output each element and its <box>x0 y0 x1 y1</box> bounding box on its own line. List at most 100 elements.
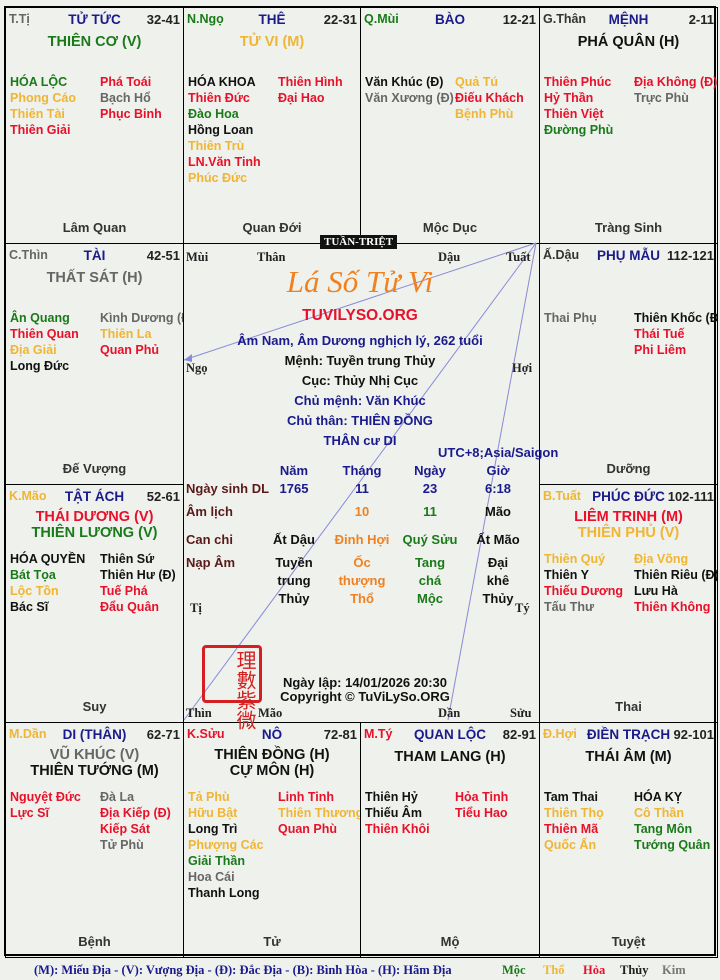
table-header: Giờ <box>486 463 510 478</box>
seal-stamp: 理數紫微 <box>202 645 262 730</box>
main-star: LIÊM TRINH (M) <box>574 509 683 525</box>
palace-cell[interactable]: TÀI C.Thìn 42-51 THẤT SÁT (H) Ân Quang Thiê… <box>5 243 184 485</box>
main-star: THIÊN TƯỚNG (M) <box>30 763 159 779</box>
palace-stage: Quan Đới <box>242 220 302 235</box>
minor-star: Thiên Hỷ <box>365 790 418 804</box>
minor-star: Thiên La <box>100 327 152 341</box>
palace-cell[interactable]: BÀO Q.Mùi 12-21 Văn Khúc (Đ) Văn Xương (Đ)… <box>360 7 540 244</box>
minor-star: Tam Thai <box>544 790 598 804</box>
table-cell: 11 <box>423 504 437 519</box>
minor-stars-right: Thiên Sứ Thiên Hư (Đ) Tuế Phá Đẩu Quân <box>100 551 176 615</box>
minor-star: Cô Thần <box>634 806 684 820</box>
minor-star: Long Trì <box>188 822 238 836</box>
minor-star: Thiên Đức <box>188 91 250 105</box>
minor-star: LN.Văn Tinh <box>188 155 261 169</box>
minor-stars-left: Nguyệt Đức Lực Sĩ <box>10 789 81 821</box>
minor-star: Điếu Khách <box>455 91 524 105</box>
main-star: TỬ VI (M) <box>239 34 305 50</box>
palace-age-range: 92-101 <box>673 727 714 742</box>
minor-star: Bát Tọa <box>10 568 56 582</box>
minor-star: Thiên Riêu (Đ) <box>634 568 718 582</box>
minor-star: Lực Sĩ <box>10 806 49 820</box>
minor-star: Thiên Khôi <box>365 822 430 836</box>
minor-stars-right: Thiên Khốc (Đ) Thái Tuế Phi Liêm <box>634 310 717 358</box>
minor-star: Địa Giải <box>10 343 57 357</box>
minor-star: Hữu Bật <box>188 806 238 820</box>
minor-stars-right: Linh Tinh Thiên Thương Quan Phù <box>278 789 360 837</box>
palace-age-range: 62-71 <box>146 727 180 742</box>
minor-star: Quả Tú <box>455 75 499 89</box>
palace-stage: Tràng Sinh <box>594 220 663 235</box>
palace-age-range: 72-81 <box>323 727 357 742</box>
palace-cell[interactable]: NÔ K.Sửu 72-81 THIÊN ĐỒNG (H) CỰ MÔN (H) Tả… <box>183 722 361 958</box>
minor-stars-left: Thiên Phúc Hỷ Thần Thiên Việt Đường Phù <box>544 74 613 138</box>
minor-star: Phúc Đức <box>188 171 248 185</box>
palace-header: PHÚC ĐỨC B.Tuất 102-111 <box>543 489 714 505</box>
site-logo: Lá Số Tử Vi <box>286 264 434 299</box>
table-cell: 11 <box>355 481 369 496</box>
palace-chi: M.Tý <box>364 727 393 741</box>
tu-vi-chart: TỬ TỨC T.Tị 32-41 THIÊN CƠ (V) HÓA LỘC Phon… <box>4 6 718 958</box>
minor-star: Thiên Không <box>634 600 711 614</box>
minor-star: Hỏa Tinh <box>455 790 509 804</box>
minor-stars-right: Kình Dương (Đ) Thiên La Quan Phủ <box>100 310 183 358</box>
main-stars: THAM LANG (H) <box>361 749 539 765</box>
element-legend-item: Thổ <box>543 963 565 977</box>
minor-star: Lưu Hà <box>634 584 678 598</box>
table-row-label: Ngày sinh DL <box>186 481 270 496</box>
main-star: PHÁ QUÂN (H) <box>577 34 680 50</box>
table-cell: 6:18 <box>484 481 512 496</box>
palace-cell[interactable]: MỆNH G.Thân 2-11 PHÁ QUÂN (H) Thiên Phúc Hỷ… <box>539 7 718 244</box>
palace-chi: N.Ngọ <box>187 12 224 26</box>
palace-cell[interactable]: TẬT ÁCH K.Mão 52-61 THÁI DƯƠNG (V) THIÊN L… <box>5 484 184 723</box>
minor-star: Linh Tinh <box>278 790 335 804</box>
table-cell: Tuyền <box>275 555 313 570</box>
table-row-label: Âm lịch <box>186 504 233 519</box>
palace-name: THÊ <box>258 12 286 27</box>
minor-star: Văn Xương (Đ) <box>365 91 454 105</box>
main-star: THÁI DƯƠNG (V) <box>35 509 154 525</box>
minor-star: Văn Khúc (Đ) <box>365 75 444 89</box>
element-legend-item: Hỏa <box>583 963 606 977</box>
chu-menh-info: Chủ mệnh: Văn Khúc <box>294 393 426 408</box>
tuan-triet-badge: TUẦN-TRIỆT <box>320 235 398 249</box>
minor-star: Quan Phù <box>278 822 338 836</box>
palace-age-range: 32-41 <box>146 12 180 27</box>
minor-star: Tiểu Hao <box>455 806 508 820</box>
minor-star: Thiếu Dương <box>544 584 624 598</box>
minor-star: Bạch Hổ <box>100 91 151 105</box>
branch-mao: Mão <box>258 706 283 720</box>
palace-cell[interactable]: THÊ N.Ngọ 22-31 TỬ VI (M) HÓA KHOA Thiên Đứ… <box>183 7 361 244</box>
palace-cell[interactable]: DI (THÂN) M.Dần 62-71 VŨ KHÚC (V) THIÊN TƯ… <box>5 722 184 958</box>
table-cell: Tang <box>414 555 446 570</box>
palace-name: TÀI <box>83 248 106 263</box>
minor-stars-left: Tả Phù Hữu Bật Long Trì Phượng Các Giải Thần… <box>188 789 264 901</box>
palace-header: TỬ TỨC T.Tị 32-41 <box>9 12 180 28</box>
main-star: CỰ MÔN (H) <box>229 763 315 779</box>
table-cell: thượng <box>338 573 386 588</box>
minor-star: Thiên Giải <box>10 123 71 137</box>
minor-stars-right: Quả Tú Điếu Khách Bệnh Phù <box>455 74 524 122</box>
palace-chi: M.Dần <box>9 727 47 741</box>
palace-cell[interactable]: ĐIỀN TRẠCH Đ.Hợi 92-101 THÁI ÂM (M) Tam Th… <box>539 722 718 958</box>
palace-cell[interactable]: PHỤ MẪU Ấ.Dậu 112-121 Thai Phụ Thiên Khốc … <box>539 243 718 485</box>
palace-cell[interactable]: QUAN LỘC M.Tý 82-91 THAM LANG (H) Thiên Hỷ… <box>360 722 540 958</box>
minor-star: Thiên Việt <box>544 107 604 121</box>
gender-info: Âm Nam, Âm Dương nghịch lý, 262 tuổi <box>237 333 483 348</box>
minor-star: Bệnh Phù <box>455 107 514 121</box>
palace-cell[interactable]: TỬ TỨC T.Tị 32-41 THIÊN CƠ (V) HÓA LỘC Phon… <box>5 7 184 244</box>
main-stars: THÁI DƯƠNG (V) THIÊN LƯƠNG (V) <box>6 509 183 541</box>
palace-cell[interactable]: PHÚC ĐỨC B.Tuất 102-111 LIÊM TRINH (M) THI… <box>539 484 718 723</box>
branch-ty: Tý <box>515 601 530 615</box>
line-to-tuat-dan <box>447 242 537 721</box>
palace-chi: K.Sửu <box>187 727 225 741</box>
minor-stars-left: Tam Thai Thiên Thọ Thiên Mã Quốc Ấn <box>544 789 604 853</box>
minor-stars-right: Phá Toái Bạch Hổ Phục Binh <box>100 74 162 122</box>
minor-star: Tả Phù <box>188 790 230 804</box>
palace-chi: Đ.Hợi <box>543 727 577 741</box>
main-stars: THẤT SÁT (H) <box>6 270 183 286</box>
minor-star: Phá Toái <box>100 75 152 89</box>
minor-star: Phượng Các <box>188 838 264 852</box>
palace-name: DI (THÂN) <box>62 727 127 742</box>
minor-star: Lộc Tồn <box>10 584 59 598</box>
